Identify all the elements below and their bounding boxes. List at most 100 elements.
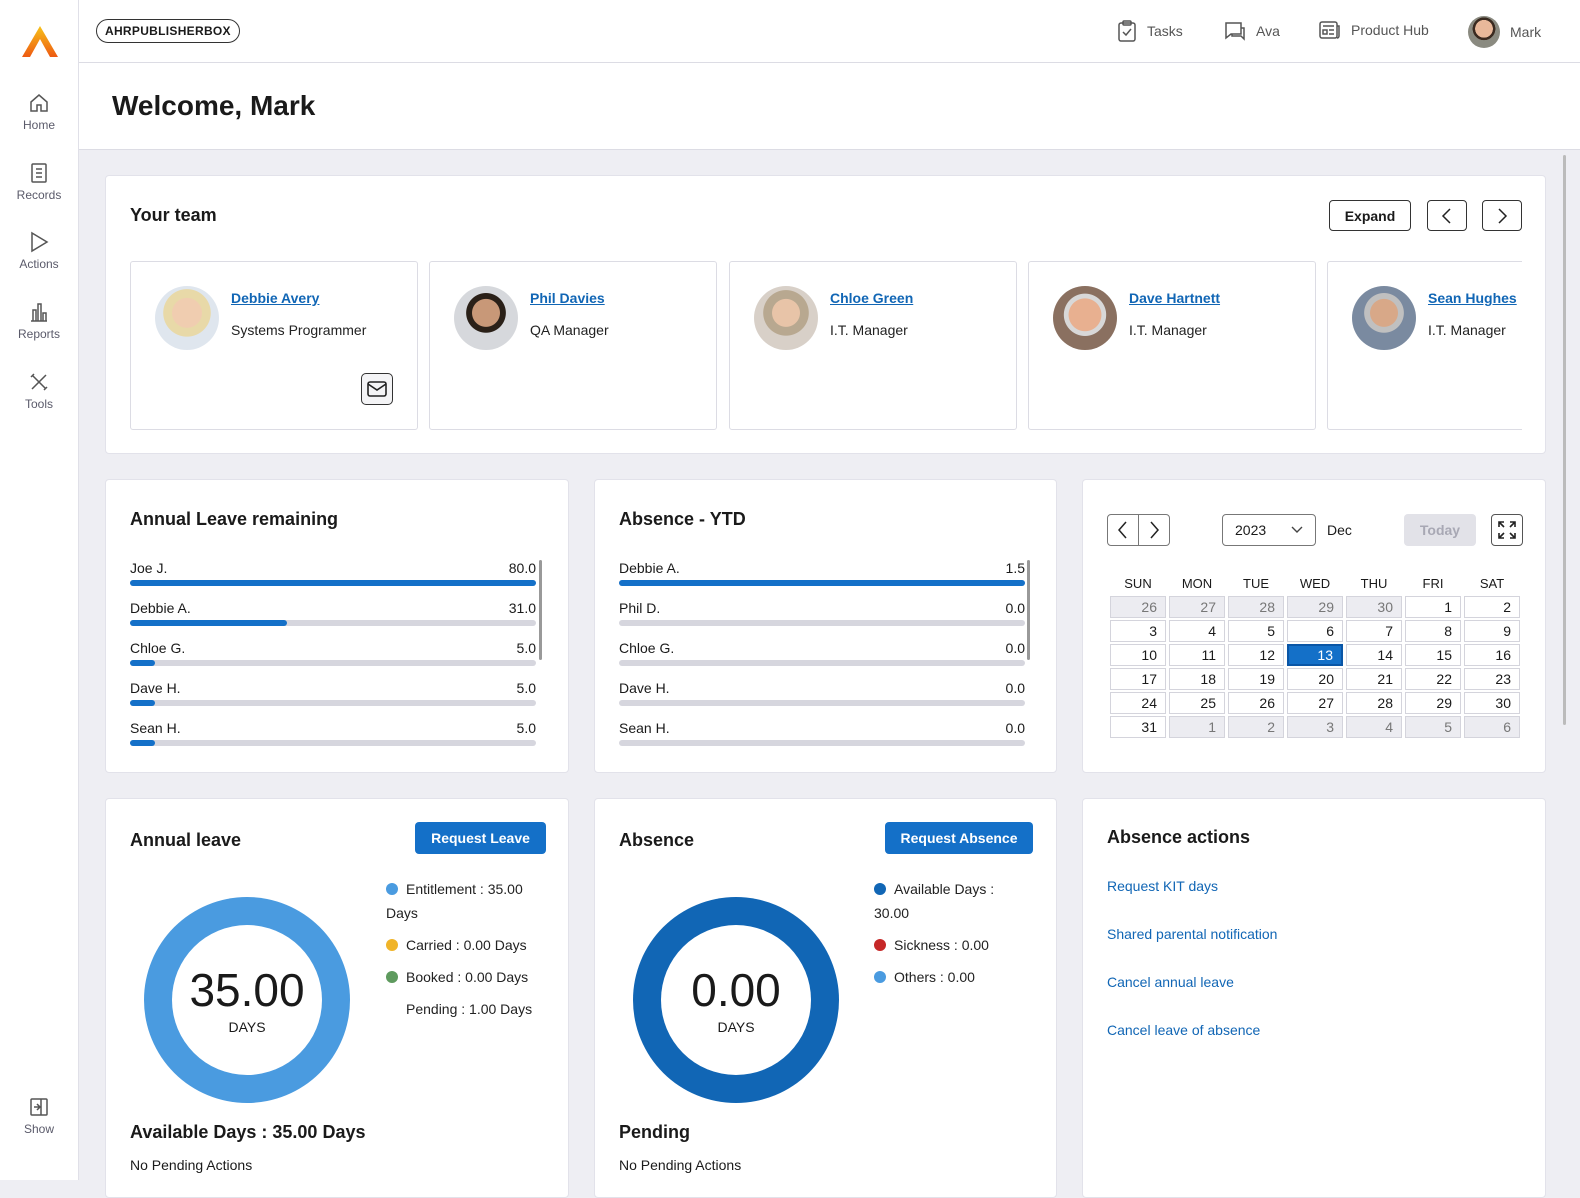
next-month-button[interactable] xyxy=(1139,521,1169,539)
show-sidebar-button[interactable]: Show xyxy=(0,1096,78,1136)
scrollbar[interactable] xyxy=(1027,560,1030,660)
member-name-link[interactable]: Sean Hughes xyxy=(1428,290,1517,306)
sidebar-item-label: Home xyxy=(22,118,55,132)
calendar-day[interactable]: 26 xyxy=(1110,596,1166,618)
member-name-link[interactable]: Chloe Green xyxy=(830,290,914,306)
bar-track xyxy=(130,620,536,626)
sidebar-item-label: Reports xyxy=(17,327,61,341)
today-button[interactable]: Today xyxy=(1404,514,1476,546)
page-scrollbar[interactable] xyxy=(1563,155,1566,725)
prev-button[interactable] xyxy=(1427,200,1467,231)
calendar-day[interactable]: 4 xyxy=(1169,620,1225,642)
avatar xyxy=(1053,286,1117,350)
legend-text: Carried : 0.00 Days xyxy=(406,937,527,953)
calendar-day[interactable]: 3 xyxy=(1287,716,1343,738)
legend-dot xyxy=(874,971,886,983)
calendar-day[interactable]: 23 xyxy=(1464,668,1520,690)
expand-icon xyxy=(1498,521,1516,539)
sidebar-item-records[interactable]: Records xyxy=(0,162,78,202)
sidebar-item-home[interactable]: Home xyxy=(0,92,78,132)
calendar-day[interactable]: 28 xyxy=(1346,692,1402,714)
sidebar-item-actions[interactable]: Actions xyxy=(0,231,78,271)
calendar-day[interactable]: 16 xyxy=(1464,644,1520,666)
member-name-link[interactable]: Debbie Avery xyxy=(231,290,320,306)
calendar-day[interactable]: 29 xyxy=(1405,692,1461,714)
calendar-day[interactable]: 27 xyxy=(1287,692,1343,714)
bar-fill xyxy=(130,580,536,586)
calendar-day[interactable]: 6 xyxy=(1287,620,1343,642)
calendar-day[interactable]: 15 xyxy=(1405,644,1461,666)
calendar-day[interactable]: 8 xyxy=(1405,620,1461,642)
bar-fill xyxy=(130,620,288,626)
request-kit-days-link[interactable]: Request KIT days xyxy=(1107,878,1219,894)
calendar-day[interactable]: 22 xyxy=(1405,668,1461,690)
bar-label: Chloe G. xyxy=(619,640,675,656)
donut-unit: DAYS xyxy=(717,1019,755,1035)
absence-ytd-card: Absence - YTD Debbie A. 1.5 Phil D. 0.0 Chlo… xyxy=(594,479,1057,773)
cancel-annual-leave-link[interactable]: Cancel annual leave xyxy=(1107,974,1234,990)
member-name-link[interactable]: Phil Davies xyxy=(530,290,605,306)
calendar-day[interactable]: 19 xyxy=(1228,668,1284,690)
calendar-day[interactable]: 20 xyxy=(1287,668,1343,690)
calendar-day[interactable]: 26 xyxy=(1228,692,1284,714)
calendar-day[interactable]: 21 xyxy=(1346,668,1402,690)
prev-month-button[interactable] xyxy=(1108,515,1139,545)
user-menu[interactable]: Mark xyxy=(1468,16,1541,48)
weekday-header: SUN xyxy=(1124,575,1152,591)
shared-parental-notification-link[interactable]: Shared parental notification xyxy=(1107,926,1278,942)
scrollbar[interactable] xyxy=(539,560,542,660)
request-leave-button[interactable]: Request Leave xyxy=(415,822,546,854)
calendar-day[interactable]: 9 xyxy=(1464,620,1520,642)
annual-leave-donut: 35.00 DAYS xyxy=(144,897,350,1103)
calendar-day[interactable]: 3 xyxy=(1110,620,1166,642)
calendar-day[interactable]: 30 xyxy=(1346,596,1402,618)
calendar-day[interactable]: 1 xyxy=(1169,716,1225,738)
product-hub-link[interactable]: Product Hub xyxy=(1319,20,1429,40)
calendar-day[interactable]: 24 xyxy=(1110,692,1166,714)
calendar-day[interactable]: 2 xyxy=(1228,716,1284,738)
calendar-day[interactable]: 29 xyxy=(1287,596,1343,618)
expand-button[interactable]: Expand xyxy=(1329,200,1411,231)
calendar-day[interactable]: 14 xyxy=(1346,644,1402,666)
cancel-leave-of-absence-link[interactable]: Cancel leave of absence xyxy=(1107,1022,1261,1038)
next-button[interactable] xyxy=(1482,200,1522,231)
bar-label: Chloe G. xyxy=(130,640,186,656)
calendar-day[interactable]: 28 xyxy=(1228,596,1284,618)
calendar-day[interactable]: 13 xyxy=(1287,644,1343,666)
calendar-card: 2023 Dec Today SUN MON TUE WED THU FRI SAT 26 27… xyxy=(1082,479,1546,773)
calendar-day[interactable]: 17 xyxy=(1110,668,1166,690)
calendar-day[interactable]: 27 xyxy=(1169,596,1225,618)
year-select[interactable]: 2023 xyxy=(1222,514,1316,546)
fullscreen-button[interactable] xyxy=(1491,514,1523,546)
calendar-day[interactable]: 2 xyxy=(1464,596,1520,618)
calendar-day[interactable]: 18 xyxy=(1169,668,1225,690)
month-label: Dec xyxy=(1327,522,1352,538)
request-absence-button[interactable]: Request Absence xyxy=(885,822,1033,854)
donut-value: 35.00 xyxy=(189,964,305,1016)
member-name-link[interactable]: Dave Hartnett xyxy=(1129,290,1221,306)
sidebar-item-tools[interactable]: Tools xyxy=(0,371,78,411)
pending-actions: No Pending Actions xyxy=(619,1157,742,1173)
ava-link[interactable]: Ava xyxy=(1224,20,1280,42)
tenant-badge[interactable]: AHRPUBLISHERBOX xyxy=(96,19,240,43)
calendar-day[interactable]: 31 xyxy=(1110,716,1166,738)
sidebar-item-reports[interactable]: Reports xyxy=(0,301,78,341)
sidebar-item-label: Tools xyxy=(24,397,53,411)
calendar-day[interactable]: 25 xyxy=(1169,692,1225,714)
team-member-card: Debbie Avery Systems Programmer xyxy=(130,261,418,430)
calendar-day[interactable]: 1 xyxy=(1405,596,1461,618)
calendar-day[interactable]: 5 xyxy=(1228,620,1284,642)
email-button[interactable] xyxy=(361,373,393,405)
weekday-header: WED xyxy=(1299,575,1331,591)
tasks-link[interactable]: Tasks xyxy=(1117,20,1183,42)
calendar-day[interactable]: 12 xyxy=(1228,644,1284,666)
bar-label: Sean H. xyxy=(130,720,181,736)
calendar-day[interactable]: 11 xyxy=(1169,644,1225,666)
calendar-day[interactable]: 30 xyxy=(1464,692,1520,714)
calendar-day[interactable]: 7 xyxy=(1346,620,1402,642)
calendar-day[interactable]: 10 xyxy=(1110,644,1166,666)
calendar-day[interactable]: 4 xyxy=(1346,716,1402,738)
calendar-day[interactable]: 5 xyxy=(1405,716,1461,738)
calendar-day[interactable]: 6 xyxy=(1464,716,1520,738)
home-icon xyxy=(30,94,48,112)
